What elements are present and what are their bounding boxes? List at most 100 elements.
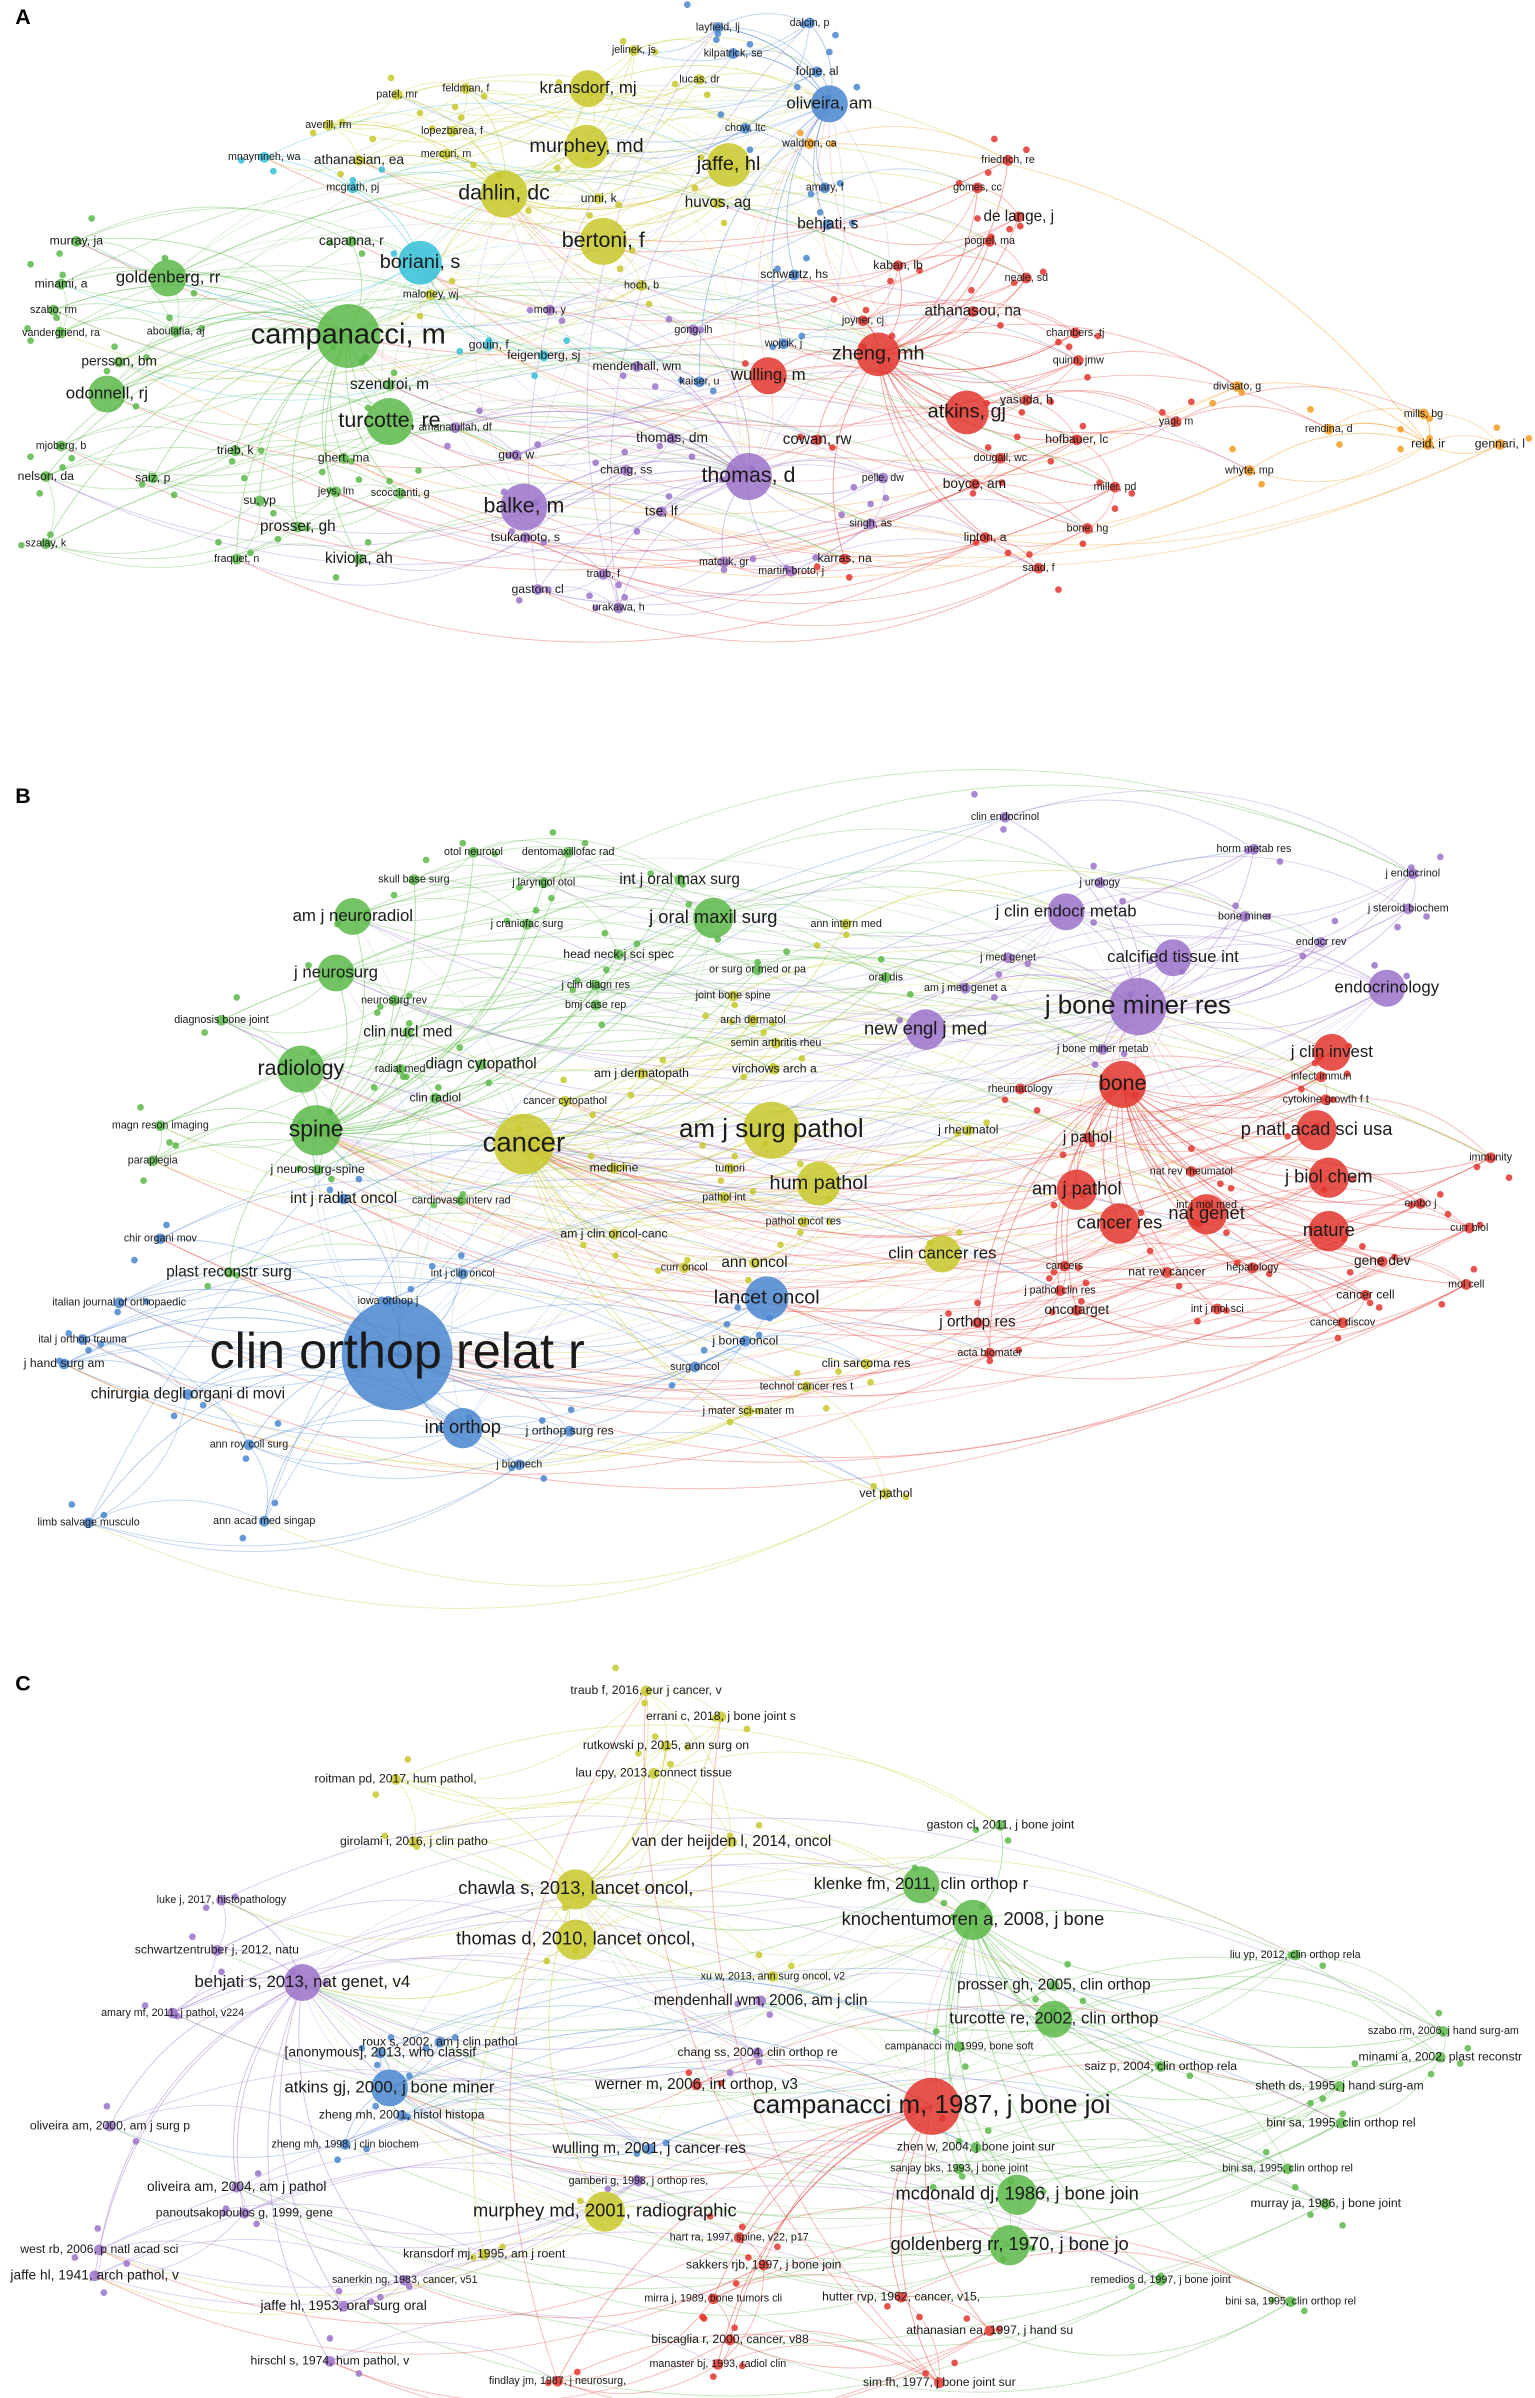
edge: [1252, 1247, 1383, 1269]
node: [752, 964, 763, 976]
edge: [435, 1083, 566, 1102]
minor-node: [1349, 1175, 1357, 1183]
node-label: clin nucl med: [363, 1024, 452, 1041]
edge: [316, 911, 1067, 1148]
edge: [900, 2250, 1291, 2303]
edge: [106, 276, 879, 395]
node: [1170, 416, 1182, 427]
node: [1460, 1279, 1472, 1290]
node-label: karras, na: [817, 551, 871, 565]
edge: [316, 879, 681, 1131]
edge: [316, 917, 714, 1131]
minor-node: [842, 931, 850, 939]
edge: [604, 2203, 1326, 2299]
edge: [397, 1029, 926, 1356]
node: [1154, 939, 1192, 977]
edge: [317, 1097, 436, 1171]
edge: [60, 421, 390, 477]
node-label: iowa orthop j: [358, 1295, 419, 1307]
minor-node: [53, 314, 60, 322]
node-label: wojcik, j: [764, 338, 802, 350]
edge: [389, 399, 749, 477]
minor-node: [241, 474, 248, 482]
node: [984, 1347, 996, 1359]
edge: [653, 1716, 722, 1774]
edge: [106, 99, 830, 395]
node: [559, 1095, 571, 1107]
edge: [503, 193, 749, 477]
edge: [216, 1899, 577, 1951]
node: [1002, 155, 1014, 166]
edge: [523, 1143, 807, 1388]
edge: [757, 103, 830, 376]
node: [562, 846, 574, 858]
edge: [315, 852, 569, 1131]
minor-node: [534, 441, 541, 448]
node-label: semin arthritis rheu: [730, 1037, 821, 1049]
node-label: xu w, 2013, ann surg oncol, v2: [701, 1970, 845, 1982]
minor-node: [1186, 2072, 1194, 2080]
node: [1056, 1169, 1097, 1210]
edge: [1137, 1006, 1317, 1131]
edge: [728, 164, 779, 477]
minor-node: [699, 2313, 706, 2321]
minor-node: [36, 489, 44, 497]
edge: [315, 1084, 1123, 1210]
node: [648, 1767, 660, 1779]
minor-node: [554, 164, 561, 172]
edge: [1423, 413, 1501, 445]
edge: [316, 1004, 597, 1132]
minor-node: [451, 2034, 459, 2041]
edge: [461, 1165, 725, 1201]
node-label: pathol int: [702, 1191, 745, 1203]
edge: [347, 335, 525, 508]
edge: [248, 1444, 269, 1522]
edge: [587, 88, 751, 477]
node: [500, 483, 548, 531]
edge: [931, 2085, 1340, 2149]
edge: [972, 1919, 1291, 2303]
minor-node: [645, 300, 653, 308]
edge: [328, 94, 398, 126]
edge: [809, 143, 1429, 445]
node: [953, 2041, 965, 2053]
edge: [523, 353, 879, 508]
node: [923, 1235, 961, 1273]
edge: [450, 1143, 525, 1429]
edge: [109, 2069, 650, 2150]
edge: [878, 331, 1079, 361]
node: [312, 1164, 324, 1176]
edge: [60, 269, 349, 337]
minor-node: [378, 166, 386, 173]
edge: [64, 1359, 189, 1395]
minor-node: [1004, 549, 1012, 557]
edge: [228, 1243, 463, 1275]
minor-node: [586, 212, 593, 219]
node: [55, 440, 67, 452]
edge: [395, 1772, 654, 1810]
edge: [885, 950, 1009, 978]
edge: [454, 405, 673, 439]
node-label: clin cancer res: [888, 1243, 996, 1262]
minor-node: [274, 1420, 282, 1427]
edge: [503, 193, 967, 414]
minor-node: [239, 1534, 247, 1542]
edge: [775, 1004, 1103, 1050]
node-label: immunity: [1469, 1152, 1512, 1164]
minor-node: [974, 1299, 981, 1307]
minor-node: [404, 1756, 412, 1763]
edge: [827, 211, 990, 242]
node: [1418, 408, 1429, 420]
edge: [344, 2052, 382, 2145]
edge: [302, 1954, 758, 2054]
edge: [221, 953, 754, 1021]
edges: [45, 13, 1501, 2398]
node-label: maloney, wj: [403, 289, 459, 301]
edge: [221, 1815, 974, 1921]
minor-node: [1343, 1070, 1351, 1078]
edge: [925, 1006, 1139, 1047]
minor-node: [573, 2368, 581, 2376]
minor-node: [1307, 2211, 1314, 2219]
node: [434, 2036, 446, 2048]
edge: [523, 486, 1116, 572]
